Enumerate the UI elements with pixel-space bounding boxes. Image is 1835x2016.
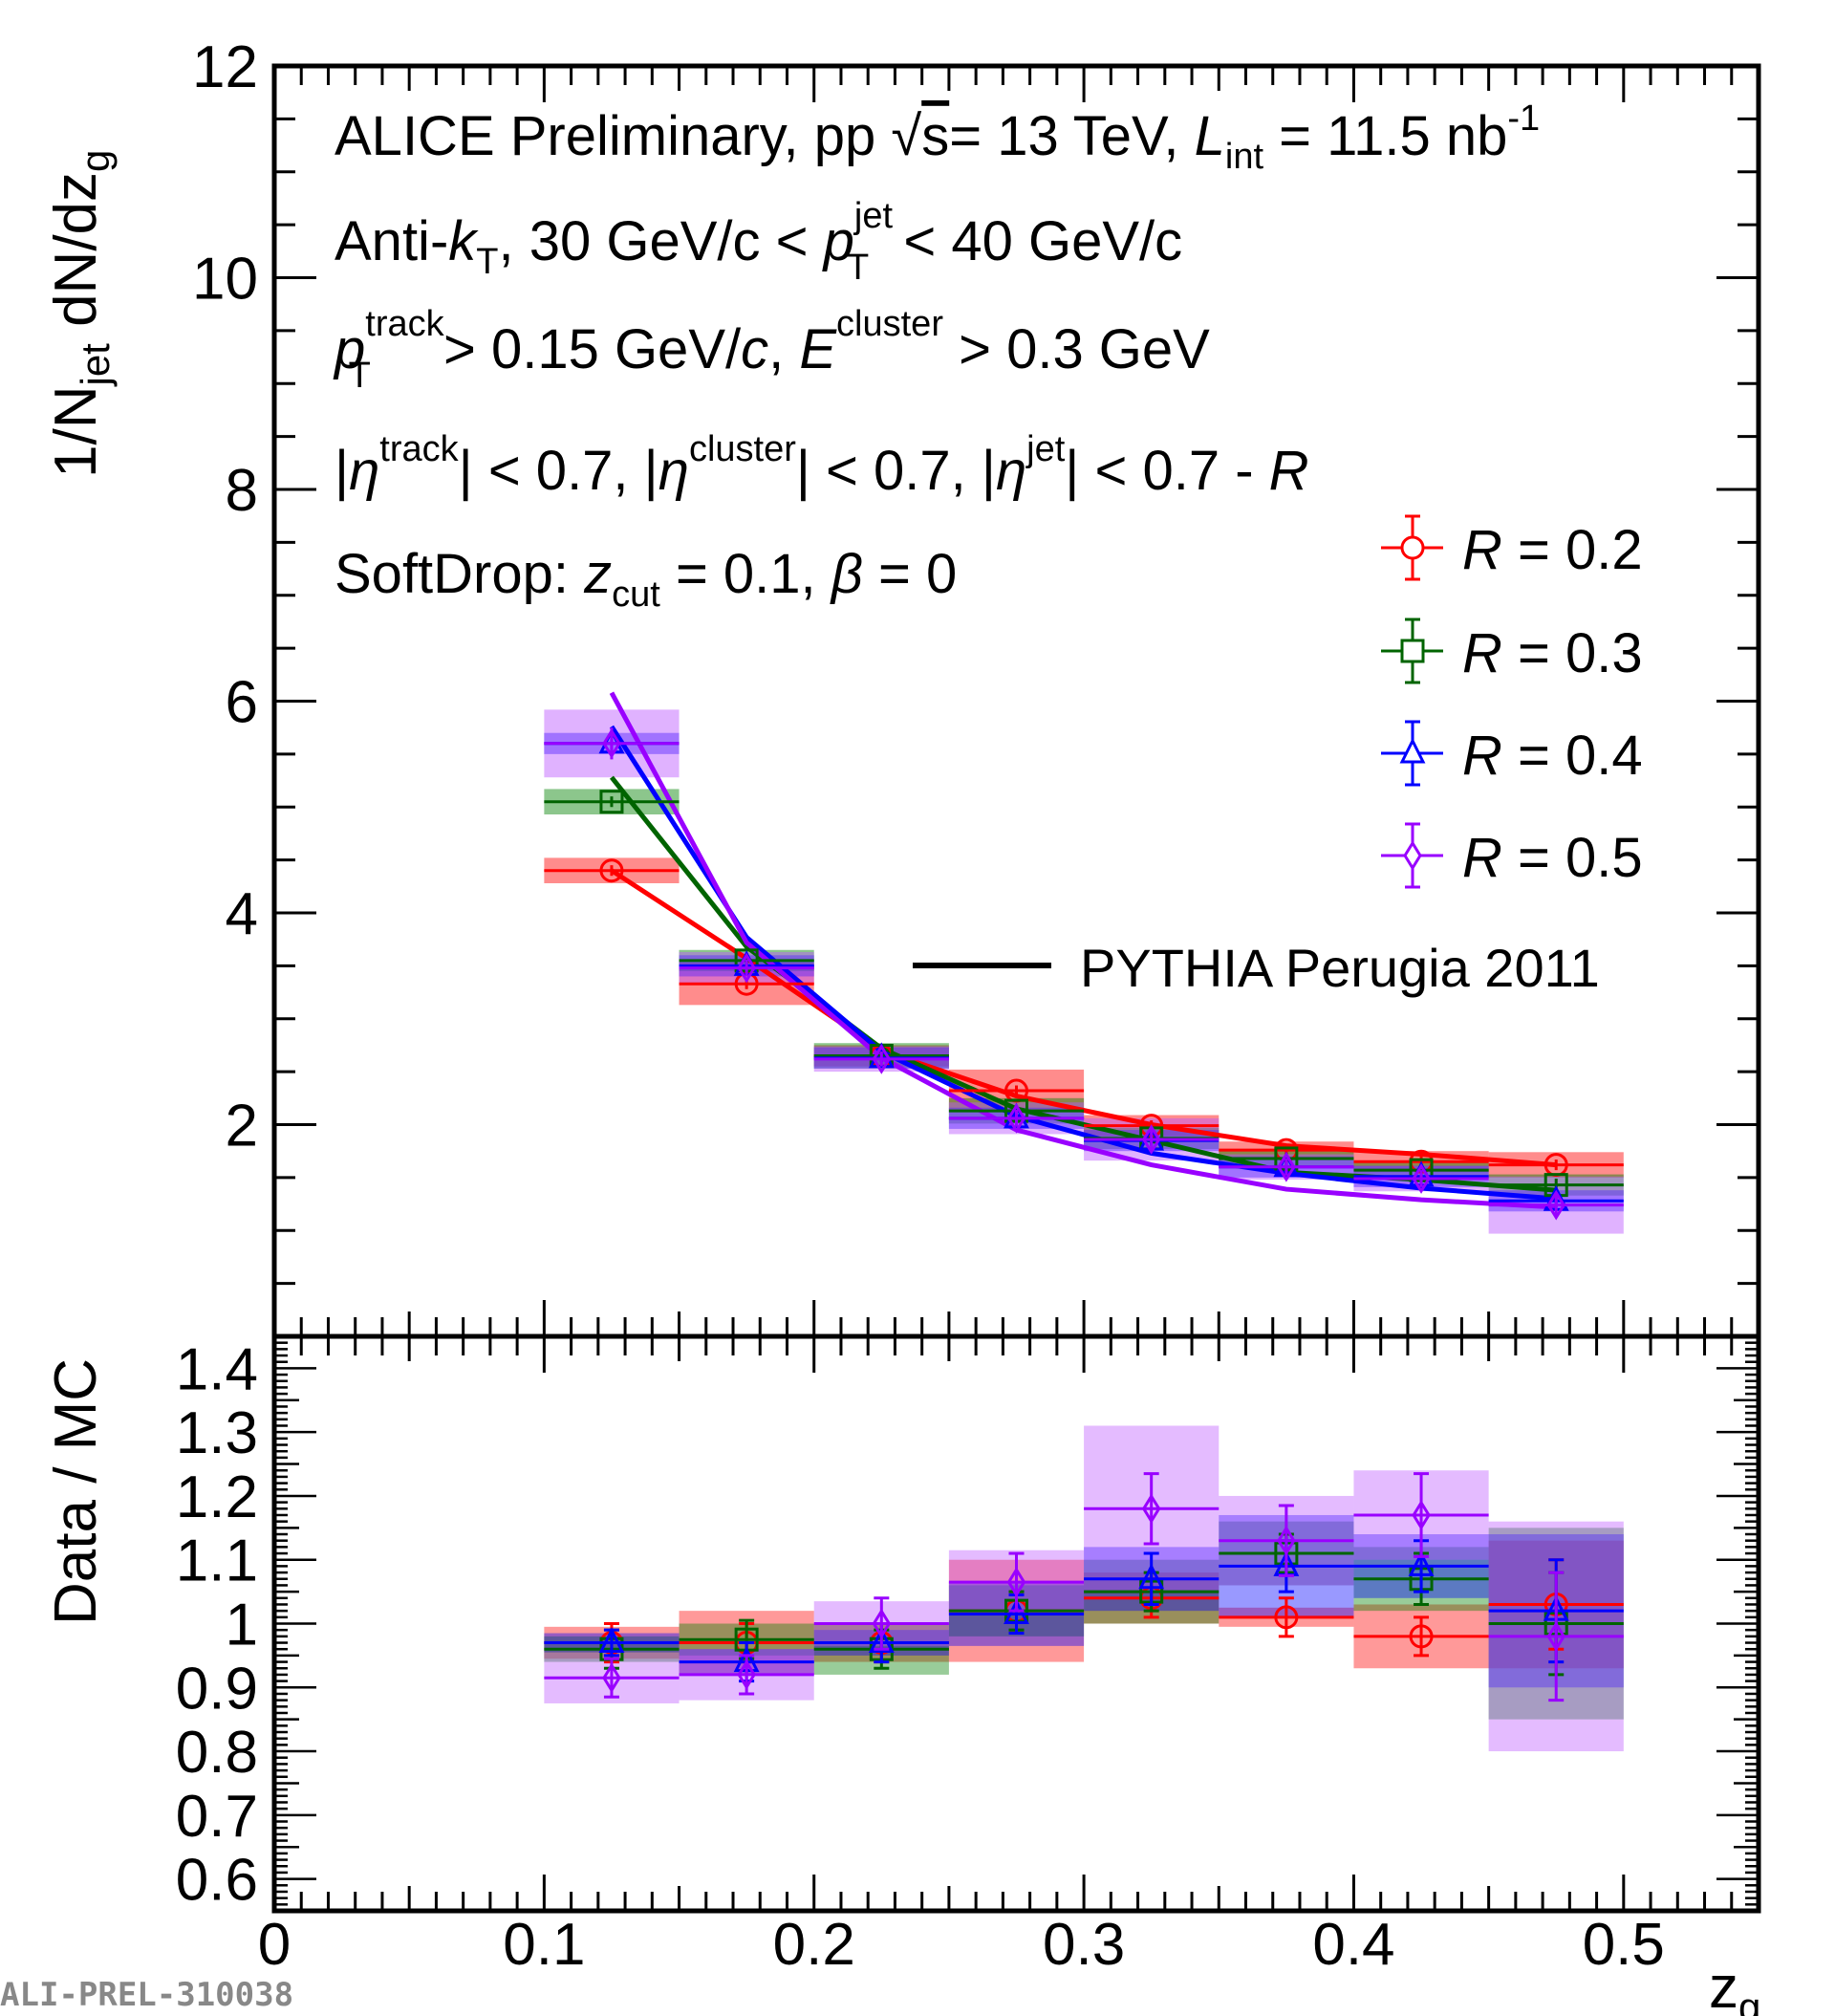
annotations: ALICE Preliminary, pp √s= 13 TeV, Lint =…	[333, 98, 1540, 615]
data-points-top	[544, 727, 1624, 1221]
ratio-point-r05	[602, 1662, 621, 1694]
ratio-point-r04	[598, 1627, 625, 1654]
x-tick-label: 0.5	[1583, 1912, 1665, 1978]
data-point-r05	[872, 1043, 892, 1074]
x-axis-title: zg	[1709, 1955, 1760, 2016]
legend-marker-r04	[1399, 737, 1426, 764]
legend: R = 0.2 R = 0.3 R = 0.4 R = 0.5 PYTHIA P…	[913, 514, 1643, 998]
tick-labels: 0 0.1 0.2 0.3 0.4 0.5 2 4 6 8 10 12 0.60.70.80.911.1…	[176, 34, 1665, 1978]
ratio-point-r05	[1412, 1500, 1431, 1530]
ratio-point-r05	[872, 1608, 892, 1639]
bottom-y-tick-label: 0.6	[176, 1848, 258, 1914]
legend-marker-r05	[1403, 840, 1422, 871]
annotation-line-2: Anti-kT, 30 GeV/c < pjet T < 40 GeV/c	[335, 196, 1182, 288]
data-point-r02	[599, 858, 624, 883]
ratio-point-r02	[1274, 1605, 1299, 1630]
ratio-point-r05	[1006, 1567, 1026, 1597]
top-y-tick-label: 12	[192, 34, 258, 100]
bottom-y-tick-label: 0.7	[176, 1784, 258, 1850]
top-y-tick-label: 4	[226, 881, 258, 947]
data-point-r05	[1546, 1189, 1565, 1221]
ratio-point-r05	[737, 1659, 756, 1690]
model-curve-r04	[609, 725, 1557, 1202]
bottom-y-tick-label: 1.3	[176, 1400, 258, 1466]
ratio-point-r05	[1546, 1620, 1565, 1652]
annotation-line-4: |ηtrack| < 0.7, |ηcluster| < 0.7, |ηjet|…	[335, 429, 1309, 502]
x-tick-label: 0.2	[773, 1912, 855, 1978]
figure-id: ALI-PREL-310038	[0, 1976, 293, 2014]
annotation-line-5: SoftDrop: zcut = 0.1, β = 0	[335, 543, 957, 615]
x-tick-label: 0	[258, 1912, 291, 1978]
top-y-axis-title: 1/Njet dN/dzg	[43, 150, 118, 478]
bottom-y-tick-label: 0.8	[176, 1720, 258, 1786]
axis-ticks	[272, 64, 1760, 1913]
ratio-point-r04	[868, 1627, 895, 1654]
ratio-point-r04	[1408, 1550, 1435, 1576]
bottom-y-tick-label: 0.9	[176, 1656, 258, 1722]
x-tick-label: 0.4	[1312, 1912, 1394, 1978]
legend-label-r05: R = 0.5	[1462, 827, 1643, 889]
data-point-r05	[1412, 1163, 1431, 1194]
data-point-r05	[1141, 1124, 1161, 1155]
bottom-y-tick-label: 1.2	[176, 1464, 258, 1530]
ratio-point-r04	[1138, 1563, 1165, 1590]
top-y-tick-label: 2	[226, 1094, 258, 1160]
x-tick-label: 0.3	[1043, 1912, 1125, 1978]
data-point-r05	[1277, 1151, 1296, 1182]
annotation-line-1: ALICE Preliminary, pp √s= 13 TeV, Lint =…	[335, 98, 1540, 177]
data-point-r05	[737, 952, 756, 984]
data-points-bottom	[544, 1472, 1624, 1702]
bottom-y-axis-title: Data / MC	[43, 1358, 109, 1625]
ratio-point-r05	[1141, 1493, 1161, 1525]
top-y-tick-label: 6	[226, 670, 258, 736]
legend-model-label: PYTHIA Perugia 2011	[1080, 938, 1600, 998]
top-y-tick-label: 8	[226, 458, 258, 524]
data-point-r05	[602, 727, 621, 759]
data-point-r03	[599, 790, 624, 814]
bottom-y-tick-label: 1.1	[176, 1528, 258, 1594]
ratio-point-r02	[1409, 1624, 1434, 1649]
legend-marker-r02	[1400, 535, 1425, 560]
top-y-tick-label: 10	[192, 247, 258, 313]
x-tick-label: 0.1	[503, 1912, 585, 1978]
ratio-point-r05	[1277, 1525, 1296, 1556]
legend-label-r04: R = 0.4	[1462, 725, 1643, 787]
data-point-r05	[1006, 1102, 1026, 1134]
annotation-line-3: ptrack T > 0.15 GeV/c, Ecluster > 0.3 GeV	[333, 304, 1210, 396]
legend-marker-r03	[1400, 639, 1425, 663]
bottom-y-tick-label: 1	[226, 1593, 258, 1658]
bottom-y-tick-label: 1.4	[176, 1336, 258, 1402]
legend-label-r03: R = 0.3	[1462, 622, 1643, 684]
legend-label-r02: R = 0.2	[1462, 519, 1643, 581]
